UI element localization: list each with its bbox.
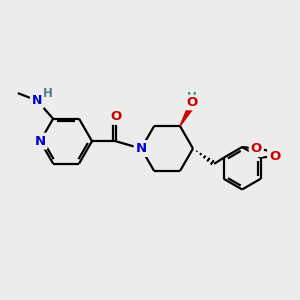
Text: N: N	[136, 142, 147, 155]
Text: H: H	[43, 88, 53, 100]
Text: H: H	[187, 91, 197, 104]
Text: N: N	[32, 94, 42, 107]
Text: O: O	[269, 150, 280, 163]
Text: O: O	[251, 142, 262, 155]
Text: O: O	[186, 96, 197, 109]
Text: O: O	[110, 110, 121, 123]
Polygon shape	[180, 106, 193, 126]
Text: N: N	[34, 135, 46, 148]
